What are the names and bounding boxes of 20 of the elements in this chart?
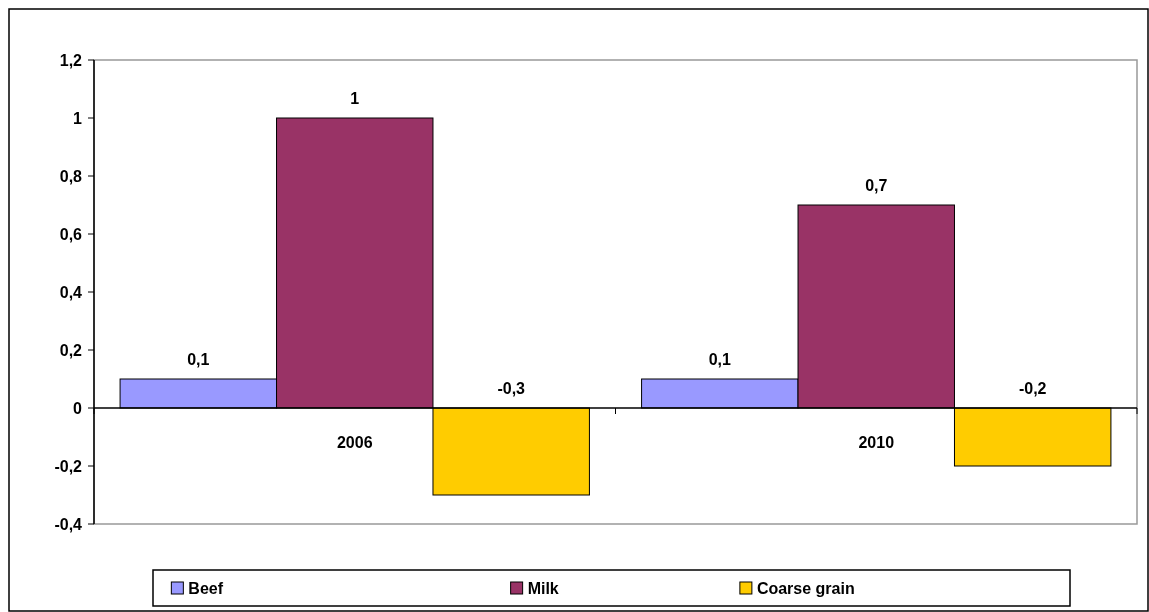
- y-tick-label: 0,8: [59, 167, 83, 185]
- data-label: 0,1: [708, 351, 732, 368]
- y-tick-label: 1: [73, 109, 83, 127]
- y-tick-label: -0,2: [54, 457, 83, 475]
- legend-label: Beef: [188, 579, 224, 597]
- data-label: -0,2: [1018, 380, 1047, 397]
- y-tick-label: 1,2: [59, 51, 83, 69]
- y-tick-label: 0,4: [59, 283, 83, 301]
- y-tick-label: 0,6: [59, 225, 83, 243]
- legend-label: Milk: [527, 579, 559, 597]
- data-label: 0,7: [865, 177, 888, 194]
- y-tick-label: 0: [73, 399, 83, 417]
- data-label: 0,1: [187, 351, 210, 368]
- x-tick-label: 2010: [858, 434, 895, 451]
- x-tick-label: 2006: [336, 434, 373, 451]
- y-tick-label: 0,2: [59, 341, 83, 359]
- y-tick-label: -0,4: [54, 515, 83, 533]
- data-label: -0,3: [497, 380, 526, 397]
- data-label: 1: [350, 90, 360, 107]
- legend-label: Coarse grain: [756, 579, 855, 597]
